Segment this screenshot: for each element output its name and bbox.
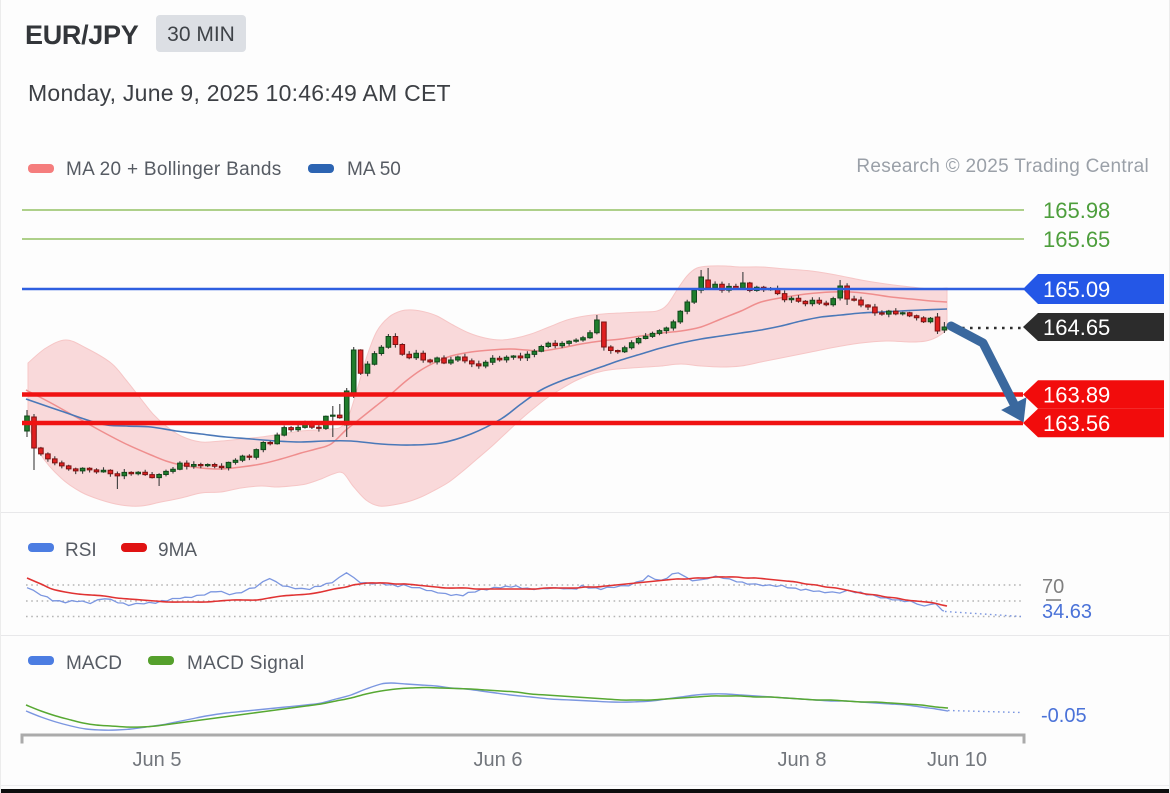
svg-text:30 MIN: 30 MIN [167, 23, 235, 46]
svg-text:MACD Signal: MACD Signal [187, 653, 304, 674]
svg-text:Jun 6: Jun 6 [474, 749, 523, 771]
svg-text:-0.05: -0.05 [1041, 705, 1087, 727]
svg-text:165.65: 165.65 [1043, 227, 1110, 252]
svg-text:165.09: 165.09 [1043, 277, 1110, 302]
svg-text:Jun 8: Jun 8 [778, 749, 827, 771]
svg-text:MA 20 + Bollinger Bands: MA 20 + Bollinger Bands [66, 159, 282, 180]
svg-text:9MA: 9MA [158, 540, 197, 561]
svg-text:Research © 2025 Trading Centra: Research © 2025 Trading Central [856, 156, 1149, 177]
svg-text:165.98: 165.98 [1043, 198, 1110, 223]
svg-text:Jun 5: Jun 5 [133, 749, 182, 771]
svg-text:Jun 10: Jun 10 [927, 749, 987, 771]
svg-text:163.89: 163.89 [1043, 382, 1110, 407]
svg-text:34.63: 34.63 [1042, 601, 1092, 623]
svg-text:163.56: 163.56 [1043, 411, 1110, 436]
svg-text:EUR/JPY: EUR/JPY [25, 20, 139, 50]
svg-text:70: 70 [1042, 576, 1064, 598]
svg-text:MACD: MACD [66, 653, 122, 674]
svg-text:164.65: 164.65 [1043, 315, 1110, 340]
svg-text:MA 50: MA 50 [347, 159, 401, 180]
svg-text:Monday, June 9, 2025 10:46:49: Monday, June 9, 2025 10:46:49 AM CET [28, 80, 451, 106]
svg-text:RSI: RSI [65, 540, 97, 561]
